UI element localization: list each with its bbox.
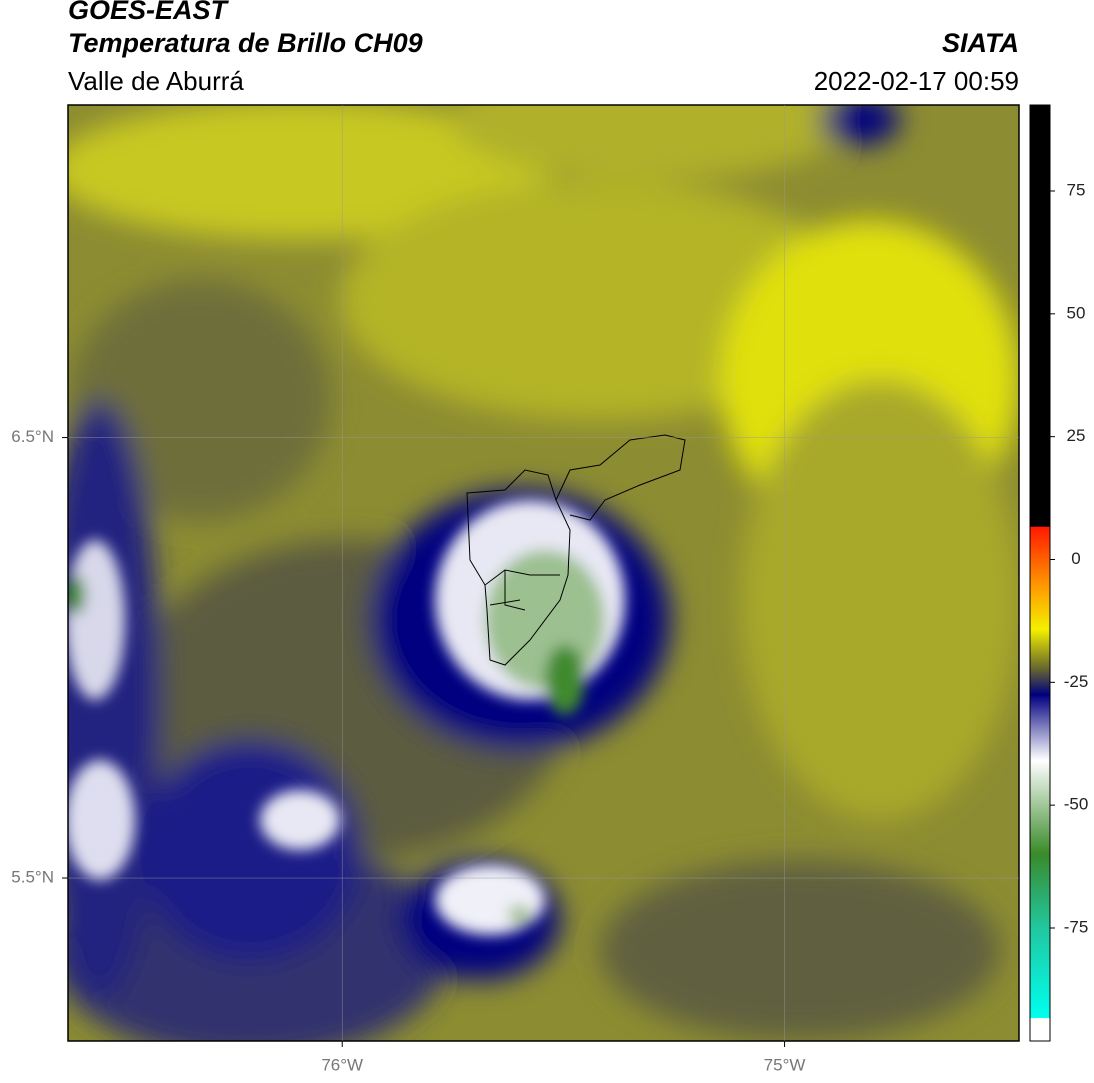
colorbar-tick-label: -75 — [1064, 917, 1089, 936]
datetime: 2022-02-17 00:59 — [814, 66, 1019, 96]
colorbar-tick-label: -50 — [1064, 795, 1089, 814]
colorbar-tick-label: 50 — [1067, 303, 1086, 322]
y-tick-label: 5.5°N — [11, 868, 54, 887]
region: Valle de Aburrá — [68, 66, 244, 96]
satellite-image — [68, 105, 1019, 1041]
y-tick-label: 6.5°N — [11, 427, 54, 446]
colorbar-tick-label: 75 — [1067, 180, 1086, 199]
source: SIATA — [942, 28, 1019, 58]
x-tick-label: 75°W — [764, 1055, 806, 1074]
colorbar-tick-label: 0 — [1071, 549, 1080, 568]
ticks: 76°W 75°W 6.5°N 5.5°N 75 50 25 0 -25 -50 -75 — [11, 105, 1088, 1074]
x-tick-label: 76°W — [321, 1055, 363, 1074]
colorbar-tick-label: 25 — [1067, 426, 1086, 445]
boundaries — [466, 434, 686, 666]
colorbar-tick-label: -25 — [1064, 672, 1089, 691]
colorbar — [1029, 104, 1051, 1042]
subtitle: Temperatura de Brillo CH09 — [68, 28, 423, 58]
map-frame — [67, 104, 1020, 1042]
title: GOES-EAST — [68, 0, 230, 25]
